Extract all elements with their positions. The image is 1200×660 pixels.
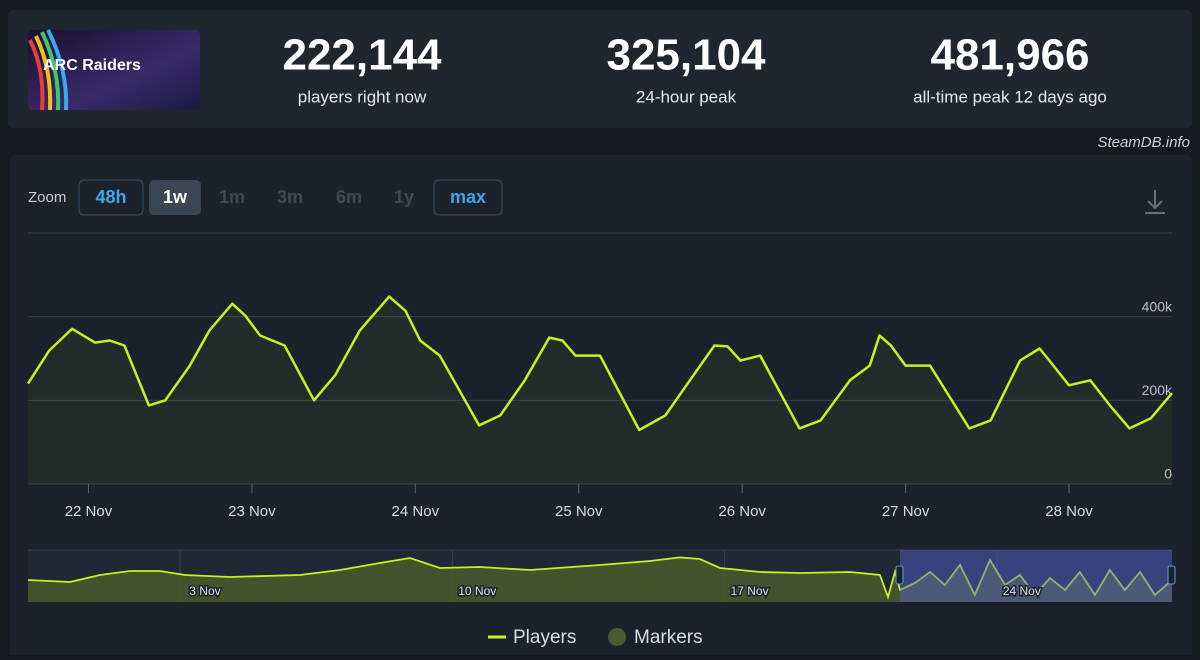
stats-card: [8, 10, 1192, 128]
x-tick-label: 23 Nov: [228, 503, 276, 520]
legend-label: Markers: [634, 627, 703, 648]
x-tick-label: 26 Nov: [718, 503, 766, 520]
navigator-tick-label: 3 Nov: [189, 584, 220, 598]
navigator-handle[interactable]: [895, 565, 904, 585]
x-tick-label: 22 Nov: [65, 503, 113, 520]
zoom-button[interactable]: 1m: [212, 180, 252, 215]
navigator-area: [28, 557, 1172, 602]
zoom-option: 3m: [277, 187, 303, 207]
logo-stripe: [34, 35, 53, 111]
series-line: [26, 295, 1173, 432]
stat-value: 481,966: [930, 31, 1089, 80]
zoom-button-frame: [78, 179, 144, 216]
zoom-button[interactable]: 1w: [149, 180, 201, 215]
y-tick-label: 0: [1164, 466, 1172, 482]
navigator-tick-label: 10 Nov: [458, 584, 496, 598]
navigator-line: [27, 556, 1173, 600]
logo-stripe: [28, 39, 45, 111]
series-area: [28, 296, 1172, 484]
navigator-selection[interactable]: [900, 550, 1172, 602]
x-tick-label: 27 Nov: [882, 503, 930, 520]
stat-label: players right now: [298, 87, 427, 106]
legend-label: Players: [513, 627, 576, 648]
y-tick-label: 200k: [1142, 382, 1173, 398]
zoom-option: 1y: [394, 187, 414, 207]
zoom-button[interactable]: 6m: [327, 180, 371, 215]
zoom-button[interactable]: 3m: [268, 180, 312, 215]
stat-label: all-time peak 12 days ago: [913, 87, 1107, 106]
logo-stripe: [46, 29, 69, 111]
zoom-label: Zoom: [28, 189, 66, 206]
zoom-button[interactable]: 1y: [386, 180, 422, 215]
game-logo-image: [28, 30, 200, 110]
navigator-handle[interactable]: [1167, 565, 1176, 585]
legend-item[interactable]: Players: [488, 627, 576, 648]
legend-item[interactable]: Markers: [608, 627, 703, 648]
y-tick-label: 400k: [1142, 298, 1173, 314]
x-tick-label: 28 Nov: [1045, 503, 1093, 520]
zoom-button-frame: [149, 180, 201, 215]
download-icon[interactable]: [1145, 190, 1165, 214]
zoom-option: 1w: [163, 187, 188, 207]
zoom-button[interactable]: max: [433, 179, 503, 216]
chart-card: [10, 155, 1192, 660]
stat-value: 222,144: [282, 31, 442, 80]
zoom-option: 48h: [95, 187, 126, 207]
source-label: SteamDB.info: [1097, 134, 1190, 151]
zoom-button[interactable]: 48h: [78, 179, 144, 216]
game-logo-text: ARC Raiders: [43, 57, 141, 74]
zoom-option: 1m: [219, 187, 245, 207]
x-tick-label: 25 Nov: [555, 503, 603, 520]
zoom-option: 6m: [336, 187, 362, 207]
navigator-tick-label: 17 Nov: [731, 584, 769, 598]
legend-swatch: [608, 628, 626, 646]
zoom-option: max: [450, 187, 486, 207]
zoom-button-frame: [433, 179, 503, 216]
stat-value: 325,104: [606, 31, 766, 80]
x-tick-label: 24 Nov: [392, 503, 440, 520]
logo-stripe: [40, 31, 61, 111]
stat-label: 24-hour peak: [636, 87, 737, 106]
navigator-tick-label: 24 Nov: [1003, 584, 1041, 598]
